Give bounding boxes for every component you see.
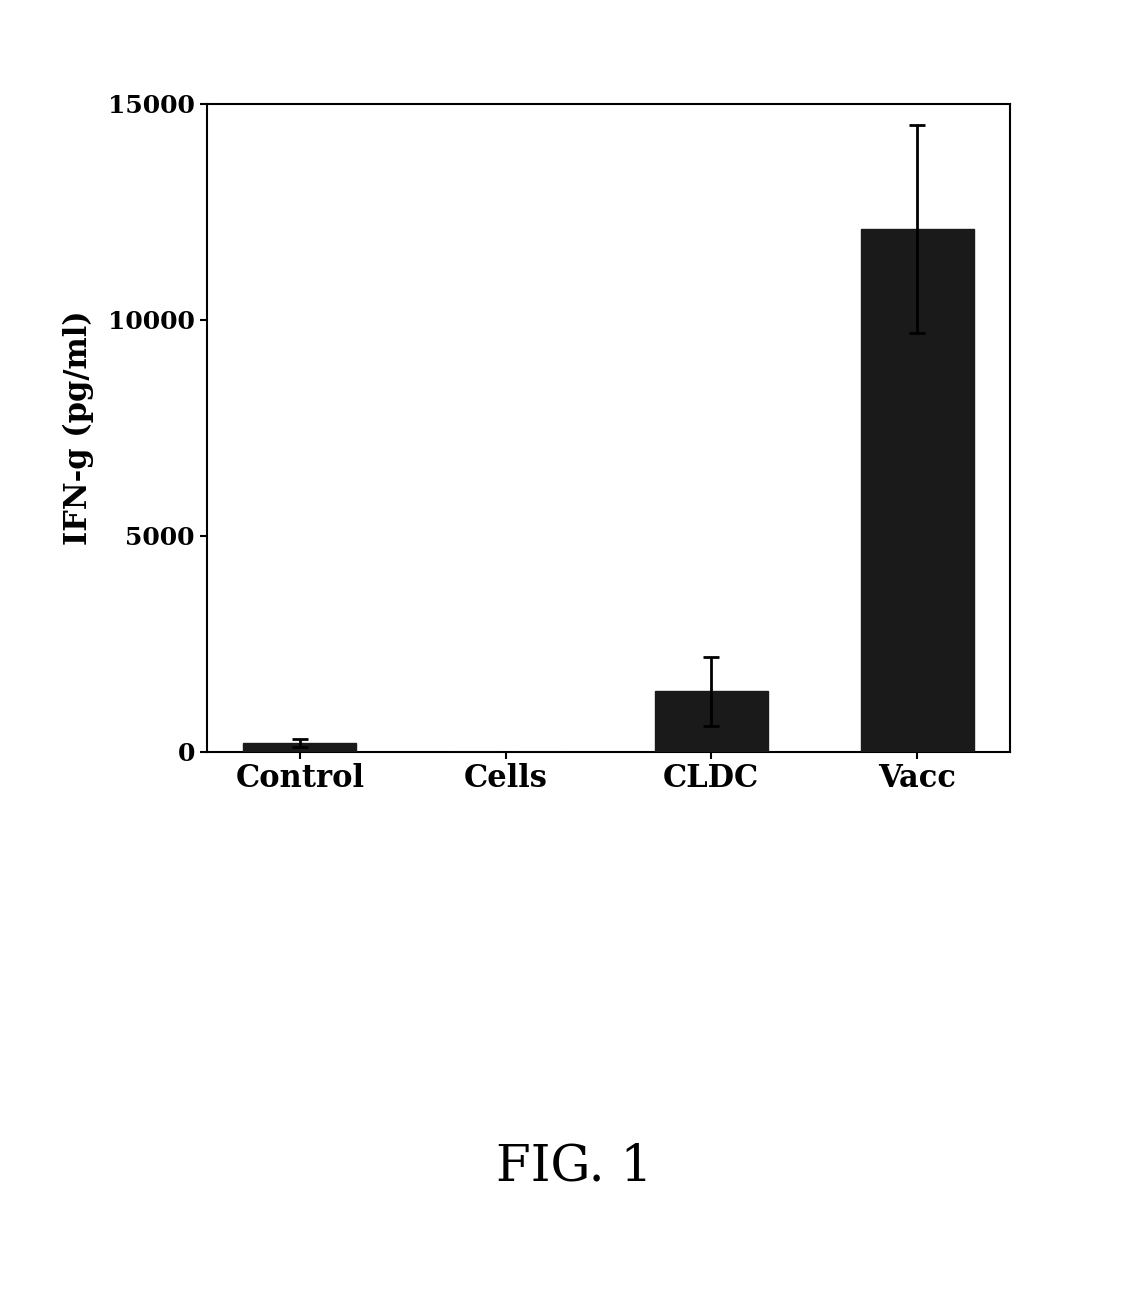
Y-axis label: IFN-g (pg/ml): IFN-g (pg/ml) xyxy=(63,310,94,546)
Bar xyxy=(654,691,768,752)
Bar xyxy=(861,229,974,752)
Bar xyxy=(243,743,356,752)
Text: FIG. 1: FIG. 1 xyxy=(496,1142,652,1191)
